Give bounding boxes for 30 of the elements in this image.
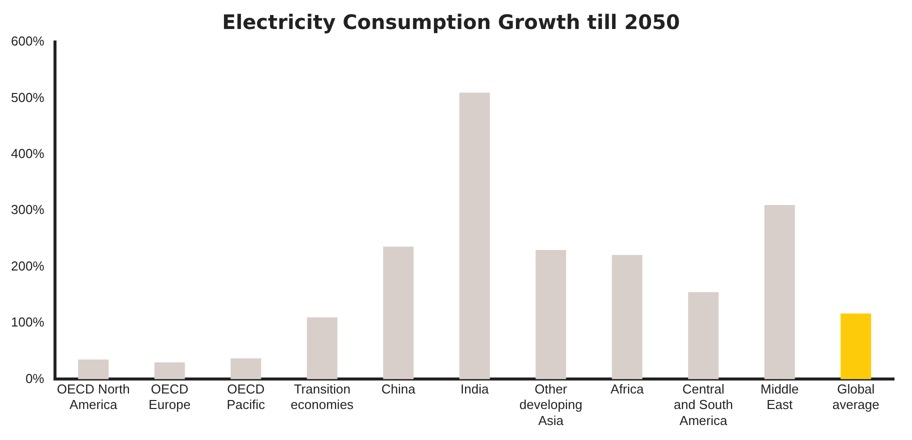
x-tick-label: China <box>381 382 416 397</box>
bar <box>78 360 109 380</box>
bar <box>306 317 338 380</box>
x-tick-label: OECD Europe <box>148 382 191 412</box>
y-tick-label: 500% <box>11 90 45 105</box>
x-tick-label: Global average <box>832 382 880 412</box>
bar <box>230 358 262 380</box>
y-tick-label: 100% <box>11 314 45 330</box>
bar <box>536 250 566 380</box>
y-tick-label: 400% <box>11 146 45 161</box>
y-tick-label: 200% <box>11 258 45 274</box>
bar <box>154 362 185 380</box>
x-tick-label: Central and South America <box>674 382 734 428</box>
y-tick-label: 600% <box>11 34 45 49</box>
chart-title: Electricity Consumption Growth till 2050 <box>222 10 680 34</box>
bar <box>688 292 719 380</box>
x-tick-label: India <box>460 382 490 397</box>
bar <box>764 204 795 380</box>
x-tick-label: Other developing Asia <box>519 382 582 428</box>
y-tick-label: 300% <box>11 202 45 218</box>
bar <box>840 313 872 380</box>
y-tick-label: 0% <box>25 370 45 386</box>
bar <box>459 92 490 380</box>
x-tick-label: OECD Pacific <box>226 382 266 412</box>
x-tick-label: Transition economies <box>290 382 354 412</box>
bar <box>612 255 642 380</box>
x-tick-label: OECD North America <box>56 382 130 412</box>
x-tick-label: Africa <box>610 382 645 397</box>
bar <box>383 246 414 380</box>
x-tick-label: Middle East <box>760 382 799 412</box>
